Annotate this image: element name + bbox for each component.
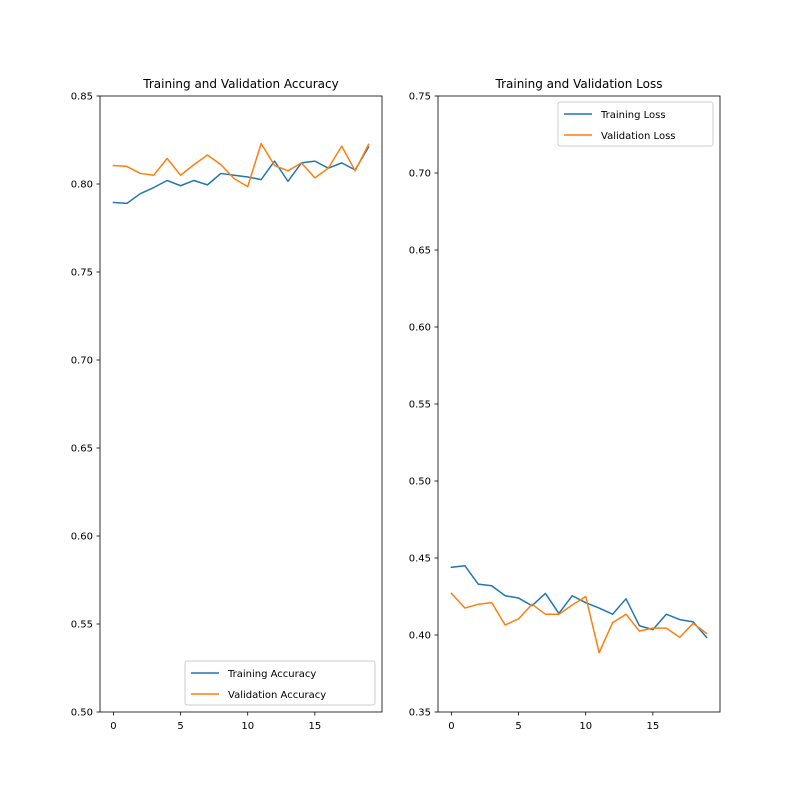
accuracy-y-tick-label: 0.75	[71, 268, 93, 279]
loss-y-tick-label: 0.55	[409, 400, 431, 411]
accuracy-legend-box	[184, 660, 376, 706]
accuracy-y-tick-label: 0.60	[71, 532, 93, 543]
accuracy-y-tick-label: 0.55	[71, 620, 93, 631]
accuracy-chart: 0 5 10 15 0.50 0.55 0.60 0.65 0.70 0.75 0.80 0.85 Tr…	[71, 77, 383, 732]
loss-legend-box	[557, 101, 714, 147]
accuracy-series-line-validation	[112, 142, 370, 188]
accuracy-x-tick-label: 5	[177, 721, 183, 732]
accuracy-legend-label: Training Accuracy	[227, 669, 316, 680]
loss-y-tick-label: 0.65	[409, 246, 431, 257]
accuracy-series-line-training	[112, 146, 370, 205]
accuracy-y-tick-label: 0.70	[71, 356, 93, 367]
loss-y-tick-label: 0.35	[409, 708, 431, 719]
loss-x-tick-label: 15	[646, 721, 659, 732]
accuracy-y-tick-label: 0.50	[71, 708, 93, 719]
loss-legend-label: Validation Loss	[601, 131, 676, 142]
accuracy-chart-title: Training and Validation Accuracy	[142, 77, 338, 91]
loss-y-tick-label: 0.70	[409, 169, 431, 180]
accuracy-x-tick-label: 10	[241, 721, 254, 732]
loss-y-tick-label: 0.50	[409, 477, 431, 488]
accuracy-axes-frame	[99, 95, 383, 713]
loss-chart: 0 5 10 15 0.35 0.40 0.45 0.50 0.55 0.60 0.65 0.70 0.…	[409, 77, 721, 732]
accuracy-legend-label: Validation Accuracy	[228, 690, 326, 701]
loss-x-tick-label: 0	[448, 721, 454, 732]
accuracy-y-tick-label: 0.80	[71, 180, 93, 191]
accuracy-y-tick-label: 0.85	[71, 92, 93, 103]
loss-chart-title: Training and Validation Loss	[495, 77, 663, 91]
loss-legend: Training Loss Validation Loss	[557, 101, 714, 147]
accuracy-x-tick-label: 0	[110, 721, 116, 732]
loss-y-tick-label: 0.75	[409, 92, 431, 103]
loss-series-line-training	[450, 564, 708, 639]
loss-x-tick-label: 5	[515, 721, 521, 732]
loss-legend-label: Training Loss	[600, 110, 666, 121]
loss-y-tick-label: 0.45	[409, 554, 431, 565]
loss-y-tick-label: 0.40	[409, 631, 431, 642]
accuracy-x-tick-label: 15	[308, 721, 321, 732]
loss-x-tick-label: 10	[579, 721, 592, 732]
loss-series-line-validation	[450, 592, 708, 654]
loss-y-tick-label: 0.60	[409, 323, 431, 334]
accuracy-y-tick-label: 0.65	[71, 444, 93, 455]
accuracy-legend: Training Accuracy Validation Accuracy	[184, 660, 376, 706]
